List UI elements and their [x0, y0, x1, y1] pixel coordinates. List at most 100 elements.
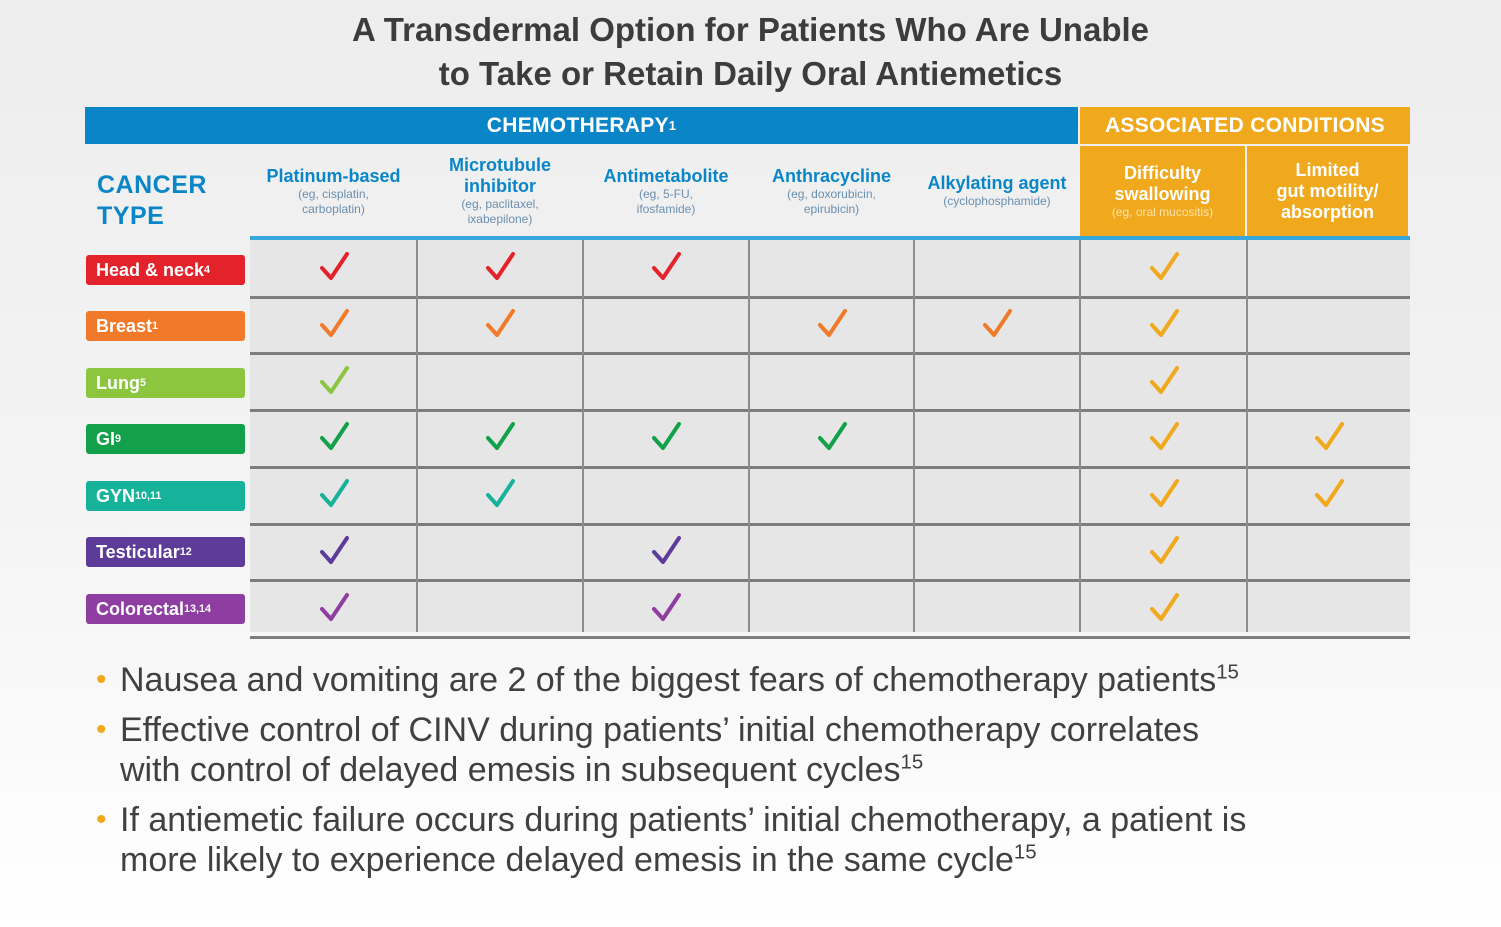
table-grid: [250, 240, 1410, 632]
checkmark-icon: [319, 251, 349, 283]
cancer-type-name: Testicular: [96, 541, 180, 562]
checkmark-icon: [817, 421, 847, 453]
bullet-1-ref: 15: [1216, 661, 1239, 684]
column-divider: [416, 240, 418, 632]
column-header-name: swallowing: [1114, 183, 1211, 204]
bullet-item-1: • Nausea and vomiting are 2 of the bigge…: [96, 660, 1476, 700]
chemotherapy-band: CHEMOTHERAPY 1: [85, 107, 1078, 144]
cancer-type-name: Head & neck: [96, 259, 205, 280]
bullet-3-line-1: If antiemetic failure occurs during pati…: [120, 801, 1247, 839]
column-header-example: (eg, 5-FU,: [638, 186, 693, 201]
bullet-dot: •: [96, 713, 107, 746]
column-header-1: Platinum-based (eg, cisplatin, carboplatin…: [252, 146, 415, 236]
checkmark-icon: [651, 535, 681, 567]
column-header-name: Microtubule: [449, 155, 551, 175]
cancer-type-name: GI: [96, 428, 116, 449]
cancer-type-name: GYN: [96, 485, 136, 506]
checkmark-icon: [1314, 478, 1344, 510]
bullet-2-line-2: with control of delayed emesis in subseq…: [120, 751, 901, 789]
column-header-5: Alkylating agent (cyclophosphamide): [916, 146, 1078, 236]
column-header-7: Limited gut motility/absorption: [1247, 146, 1408, 236]
column-header-example: (eg, oral mucositis): [1111, 204, 1214, 219]
bullet-dot: •: [96, 803, 107, 836]
associated-conditions-band-label: ASSOCIATED CONDITIONS: [1104, 113, 1386, 137]
column-divider: [748, 240, 750, 632]
checkmark-icon: [1149, 308, 1179, 340]
checkmark-icon: [817, 308, 847, 340]
checkmark-icon: [1149, 251, 1179, 283]
checkmark-icon: [651, 592, 681, 624]
bullet-dot: •: [96, 663, 107, 696]
column-header-name: Alkylating agent: [927, 173, 1067, 193]
bullet-item-2: • Effective control of CINV during patie…: [96, 710, 1476, 790]
title-line-1: A Transdermal Option for Patients Who Ar…: [352, 11, 1149, 48]
header-divider: [250, 236, 1410, 240]
checkmark-icon: [1149, 421, 1179, 453]
bullet-list: • Nausea and vomiting are 2 of the bigge…: [96, 660, 1476, 890]
column-header-name: Difficulty: [1123, 162, 1201, 183]
checkmark-icon: [319, 365, 349, 397]
column-divider: [582, 240, 584, 632]
cancer-type-name: Lung: [96, 372, 140, 393]
row-divider: [250, 523, 1410, 526]
column-header-name: gut motility/: [1276, 180, 1379, 201]
bullet-2-line-1: Effective control of CINV during patient…: [120, 711, 1200, 749]
column-header-example: ixabepilone): [467, 212, 533, 226]
checkmark-icon: [651, 421, 681, 453]
associated-conditions-band: ASSOCIATED CONDITIONS: [1080, 107, 1410, 144]
column-header-example: (eg, cisplatin,: [298, 186, 369, 201]
row-divider: [250, 296, 1410, 299]
column-header-example: (eg, paclitaxel,: [461, 197, 539, 211]
checkmark-icon: [485, 251, 515, 283]
bullet-3-ref: 15: [1013, 841, 1037, 864]
cancer-type-label: GYN 10,11: [86, 481, 245, 511]
column-header-name: absorption: [1281, 201, 1374, 222]
checkmark-icon: [319, 308, 349, 340]
checkmark-icon: [319, 592, 349, 624]
checkmark-icon: [319, 478, 349, 510]
cancer-type-label: Colorectal 13,14: [86, 594, 245, 624]
checkmark-icon: [319, 535, 349, 567]
checkmark-icon: [485, 478, 515, 510]
checkmark-icon: [1149, 592, 1179, 624]
cancer-type-label: Lung 5: [86, 368, 245, 398]
cancer-type-label: Head & neck 4: [86, 255, 245, 285]
row-divider: [250, 352, 1410, 355]
bullet-item-3: • If antiemetic failure occurs during pa…: [96, 800, 1476, 880]
column-divider: [1246, 240, 1248, 632]
cancer-type-line-2: TYPE: [97, 202, 165, 230]
row-divider: [250, 409, 1410, 412]
column-header-6: Difficulty swallowing (eg, oral mucositis): [1080, 146, 1245, 236]
column-header-name: Platinum-based: [266, 165, 401, 186]
checkmark-icon: [1149, 535, 1179, 567]
column-header-example: epirubicin): [803, 201, 860, 216]
column-header-4: Anthracycline (eg, doxorubicin, epirubicin…: [751, 146, 912, 236]
bullet-2-ref: 15: [900, 751, 924, 774]
row-divider: [250, 579, 1410, 582]
column-header-example: ifosfamide): [636, 201, 696, 216]
column-header-2: Microtubule inhibitor (eg, paclitaxel, ixab…: [419, 146, 581, 236]
checkmark-icon: [319, 421, 349, 453]
checkmark-icon: [1314, 421, 1344, 453]
row-divider: [250, 466, 1410, 469]
cancer-type-label: GI 9: [86, 424, 245, 454]
column-header-example: (cyclophosphamide): [943, 194, 1051, 208]
checkmark-icon: [485, 421, 515, 453]
cancer-type-name: Colorectal: [96, 598, 185, 619]
cancer-type-line-1: CANCER: [97, 171, 207, 199]
cancer-type-label: Breast 1: [86, 311, 245, 341]
chemotherapy-band-label: CHEMOTHERAPY: [486, 113, 669, 137]
column-header-3: Antimetabolite (eg, 5-FU, ifosfamide): [585, 146, 747, 236]
checkmark-icon: [1149, 365, 1179, 397]
column-header-name: Antimetabolite: [603, 165, 729, 186]
cancer-type-name: Breast: [96, 315, 153, 336]
page-title: A Transdermal Option for Patients Who Ar…: [0, 8, 1501, 96]
bullet-3-line-2: more likely to experience delayed emesis…: [120, 841, 1014, 879]
column-header-name: inhibitor: [464, 176, 536, 196]
column-header-example: carboplatin): [302, 201, 365, 216]
checkmark-icon: [982, 308, 1012, 340]
column-divider: [913, 240, 915, 632]
row-divider: [250, 636, 1410, 639]
cancer-type-label: Testicular 12: [86, 537, 245, 567]
column-header-name: Anthracycline: [771, 165, 892, 186]
